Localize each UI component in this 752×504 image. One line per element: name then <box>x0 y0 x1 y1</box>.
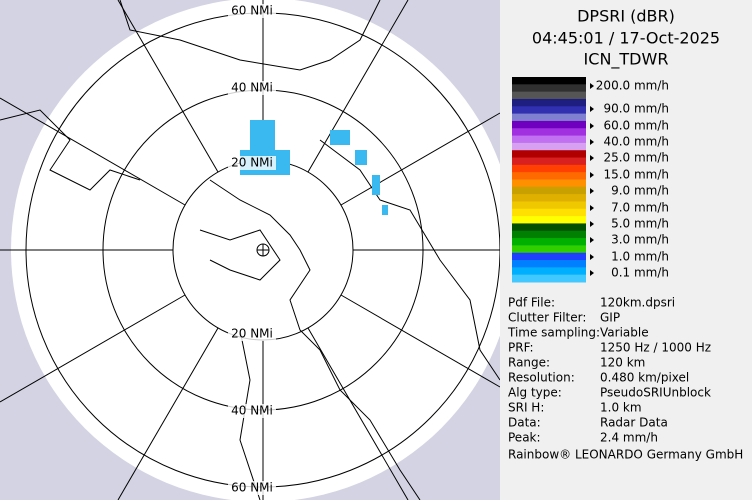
info-value: 0.480 km/pixel <box>600 371 689 385</box>
info-key: Data: <box>508 416 541 430</box>
color-swatch <box>512 267 586 276</box>
color-swatch <box>512 150 586 159</box>
color-swatch <box>512 230 586 239</box>
color-swatch <box>512 252 586 261</box>
legend-pointer <box>590 139 594 145</box>
color-swatch <box>512 84 586 93</box>
color-swatch <box>512 128 586 137</box>
range-label-bg <box>228 4 276 18</box>
info-value: Variable <box>600 326 649 340</box>
color-swatch <box>512 135 586 144</box>
info-value: PseudoSRIUnblock <box>600 386 711 400</box>
color-swatch <box>512 113 586 122</box>
legend-label: 0.1 mm/h <box>611 266 669 280</box>
color-swatch <box>512 238 586 246</box>
range-label: 60 NMi <box>231 481 273 495</box>
color-swatch <box>512 223 586 232</box>
color-swatch <box>512 201 586 210</box>
color-swatch <box>512 77 586 85</box>
range-label-bg <box>228 156 276 170</box>
header-line: ICN_TDWR <box>584 50 669 70</box>
legend-pointer <box>590 106 594 112</box>
header-line: 04:45:01 / 17-Oct-2025 <box>532 29 720 48</box>
range-label: 40 NMi <box>231 404 273 418</box>
range-label: 60 NMi <box>231 4 273 18</box>
info-key: Resolution: <box>508 371 575 385</box>
legend-pointer <box>590 123 594 129</box>
color-swatch <box>512 186 586 195</box>
info-value: GIP <box>600 311 620 325</box>
color-swatch <box>512 98 586 107</box>
info-value: 120 km <box>600 356 645 370</box>
info-key: Alg type: <box>508 386 562 400</box>
color-swatch <box>512 260 586 268</box>
info-value: 1.0 km <box>600 401 642 415</box>
legend-label: 1.0 mm/h <box>611 250 669 264</box>
color-swatch <box>512 172 586 180</box>
legend-pointer <box>590 254 594 260</box>
info-key: Peak: <box>508 431 541 445</box>
range-label: 20 NMi <box>231 327 273 341</box>
legend-label: 15.0 mm/h <box>603 168 669 182</box>
color-swatch <box>512 216 586 224</box>
range-label-bg <box>228 404 276 418</box>
coastline <box>0 0 501 501</box>
footer: Rainbow® LEONARDO Germany GmbH <box>508 448 743 462</box>
info-key: Time sampling: <box>507 326 600 340</box>
info-key: PRF: <box>508 341 534 355</box>
color-swatch <box>512 120 586 129</box>
legend-label: 7.0 mm/h <box>611 201 669 215</box>
legend-label: 200.0 mm/h <box>596 79 669 93</box>
info-key: Range: <box>508 356 550 370</box>
legend-label: 3.0 mm/h <box>611 233 669 247</box>
legend-label: 5.0 mm/h <box>611 217 669 231</box>
legend-label: 9.0 mm/h <box>611 184 669 198</box>
info-key: Pdf File: <box>508 296 555 310</box>
legend-pointer <box>590 221 594 227</box>
legend-pointer <box>590 188 594 194</box>
legend-label: 90.0 mm/h <box>603 102 669 116</box>
range-label-bg <box>228 327 276 341</box>
color-swatch <box>512 274 586 283</box>
range-label-bg <box>228 81 276 95</box>
color-swatch <box>512 208 586 217</box>
info-value: Radar Data <box>600 416 668 430</box>
color-swatch <box>512 106 586 115</box>
info-value: 120km.dpsri <box>600 296 675 310</box>
range-label-bg <box>228 481 276 495</box>
color-swatch <box>512 245 586 254</box>
info-value: 1250 Hz / 1000 Hz <box>600 341 711 355</box>
legend-pointer <box>590 83 594 89</box>
info-key: Clutter Filter: <box>508 311 586 325</box>
legend-pointer <box>590 205 594 211</box>
color-swatch <box>512 179 586 188</box>
color-swatch <box>512 142 586 151</box>
range-label: 40 NMi <box>231 81 273 95</box>
legend-pointer <box>590 237 594 243</box>
color-swatch <box>512 164 586 173</box>
legend-pointer <box>590 155 594 161</box>
color-swatch <box>512 91 586 100</box>
info-value: 2.4 mm/h <box>600 431 658 445</box>
legend-pointer <box>590 172 594 178</box>
color-swatch <box>512 157 586 166</box>
info-key: SRI H: <box>508 401 544 415</box>
legend-label: 40.0 mm/h <box>603 135 669 149</box>
legend-label: 25.0 mm/h <box>603 151 669 165</box>
legend-label: 60.0 mm/h <box>603 119 669 133</box>
range-label: 20 NMi <box>231 156 273 170</box>
legend-pointer <box>590 270 594 276</box>
color-swatch <box>512 194 586 202</box>
header-line: DPSRI (dBR) <box>577 7 675 26</box>
